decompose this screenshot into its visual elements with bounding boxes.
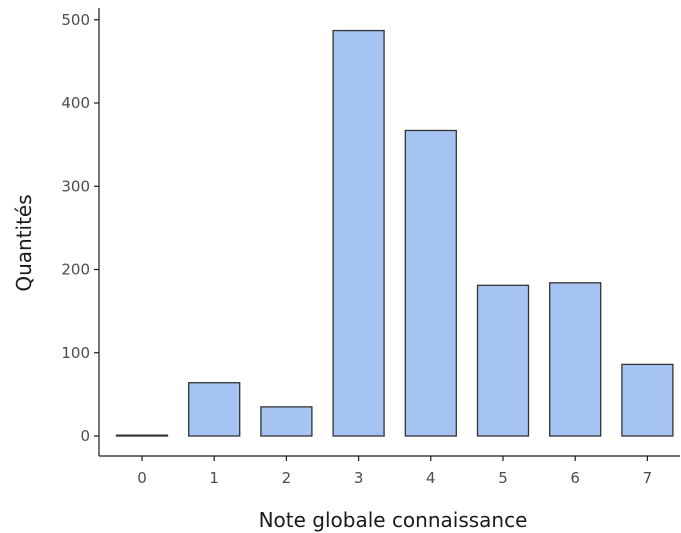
y-tick-label: 400 [61, 94, 90, 112]
bar-2 [260, 406, 313, 437]
x-tick-label: 2 [282, 469, 292, 487]
x-axis-title: Note globale connaissance [259, 508, 528, 532]
y-tick-label: 0 [80, 427, 90, 445]
x-tick-label: 7 [643, 469, 653, 487]
y-axis: 0 100 200 300 400 500 [61, 8, 100, 456]
x-tick-label: 0 [137, 469, 147, 487]
x-tick-label: 1 [209, 469, 219, 487]
x-tick-label: 5 [498, 469, 508, 487]
bars [115, 29, 674, 437]
bar-0 [115, 434, 169, 437]
y-tick-label: 200 [61, 261, 90, 279]
x-tick-label: 4 [426, 469, 436, 487]
bar-1 [188, 382, 241, 437]
bar-6 [549, 282, 602, 437]
bar-7 [621, 363, 674, 437]
x-tick-label: 6 [570, 469, 580, 487]
bar-4 [404, 129, 457, 437]
x-axis: 0 1 2 3 4 5 6 7 [99, 455, 680, 487]
bar-5 [476, 284, 530, 437]
x-tick-label: 3 [354, 469, 364, 487]
y-axis-title: Quantités [12, 194, 36, 291]
y-tick-label: 300 [61, 177, 90, 195]
y-tick-label: 100 [61, 344, 90, 362]
y-tick-label: 500 [61, 11, 90, 29]
bar-3 [332, 29, 385, 437]
